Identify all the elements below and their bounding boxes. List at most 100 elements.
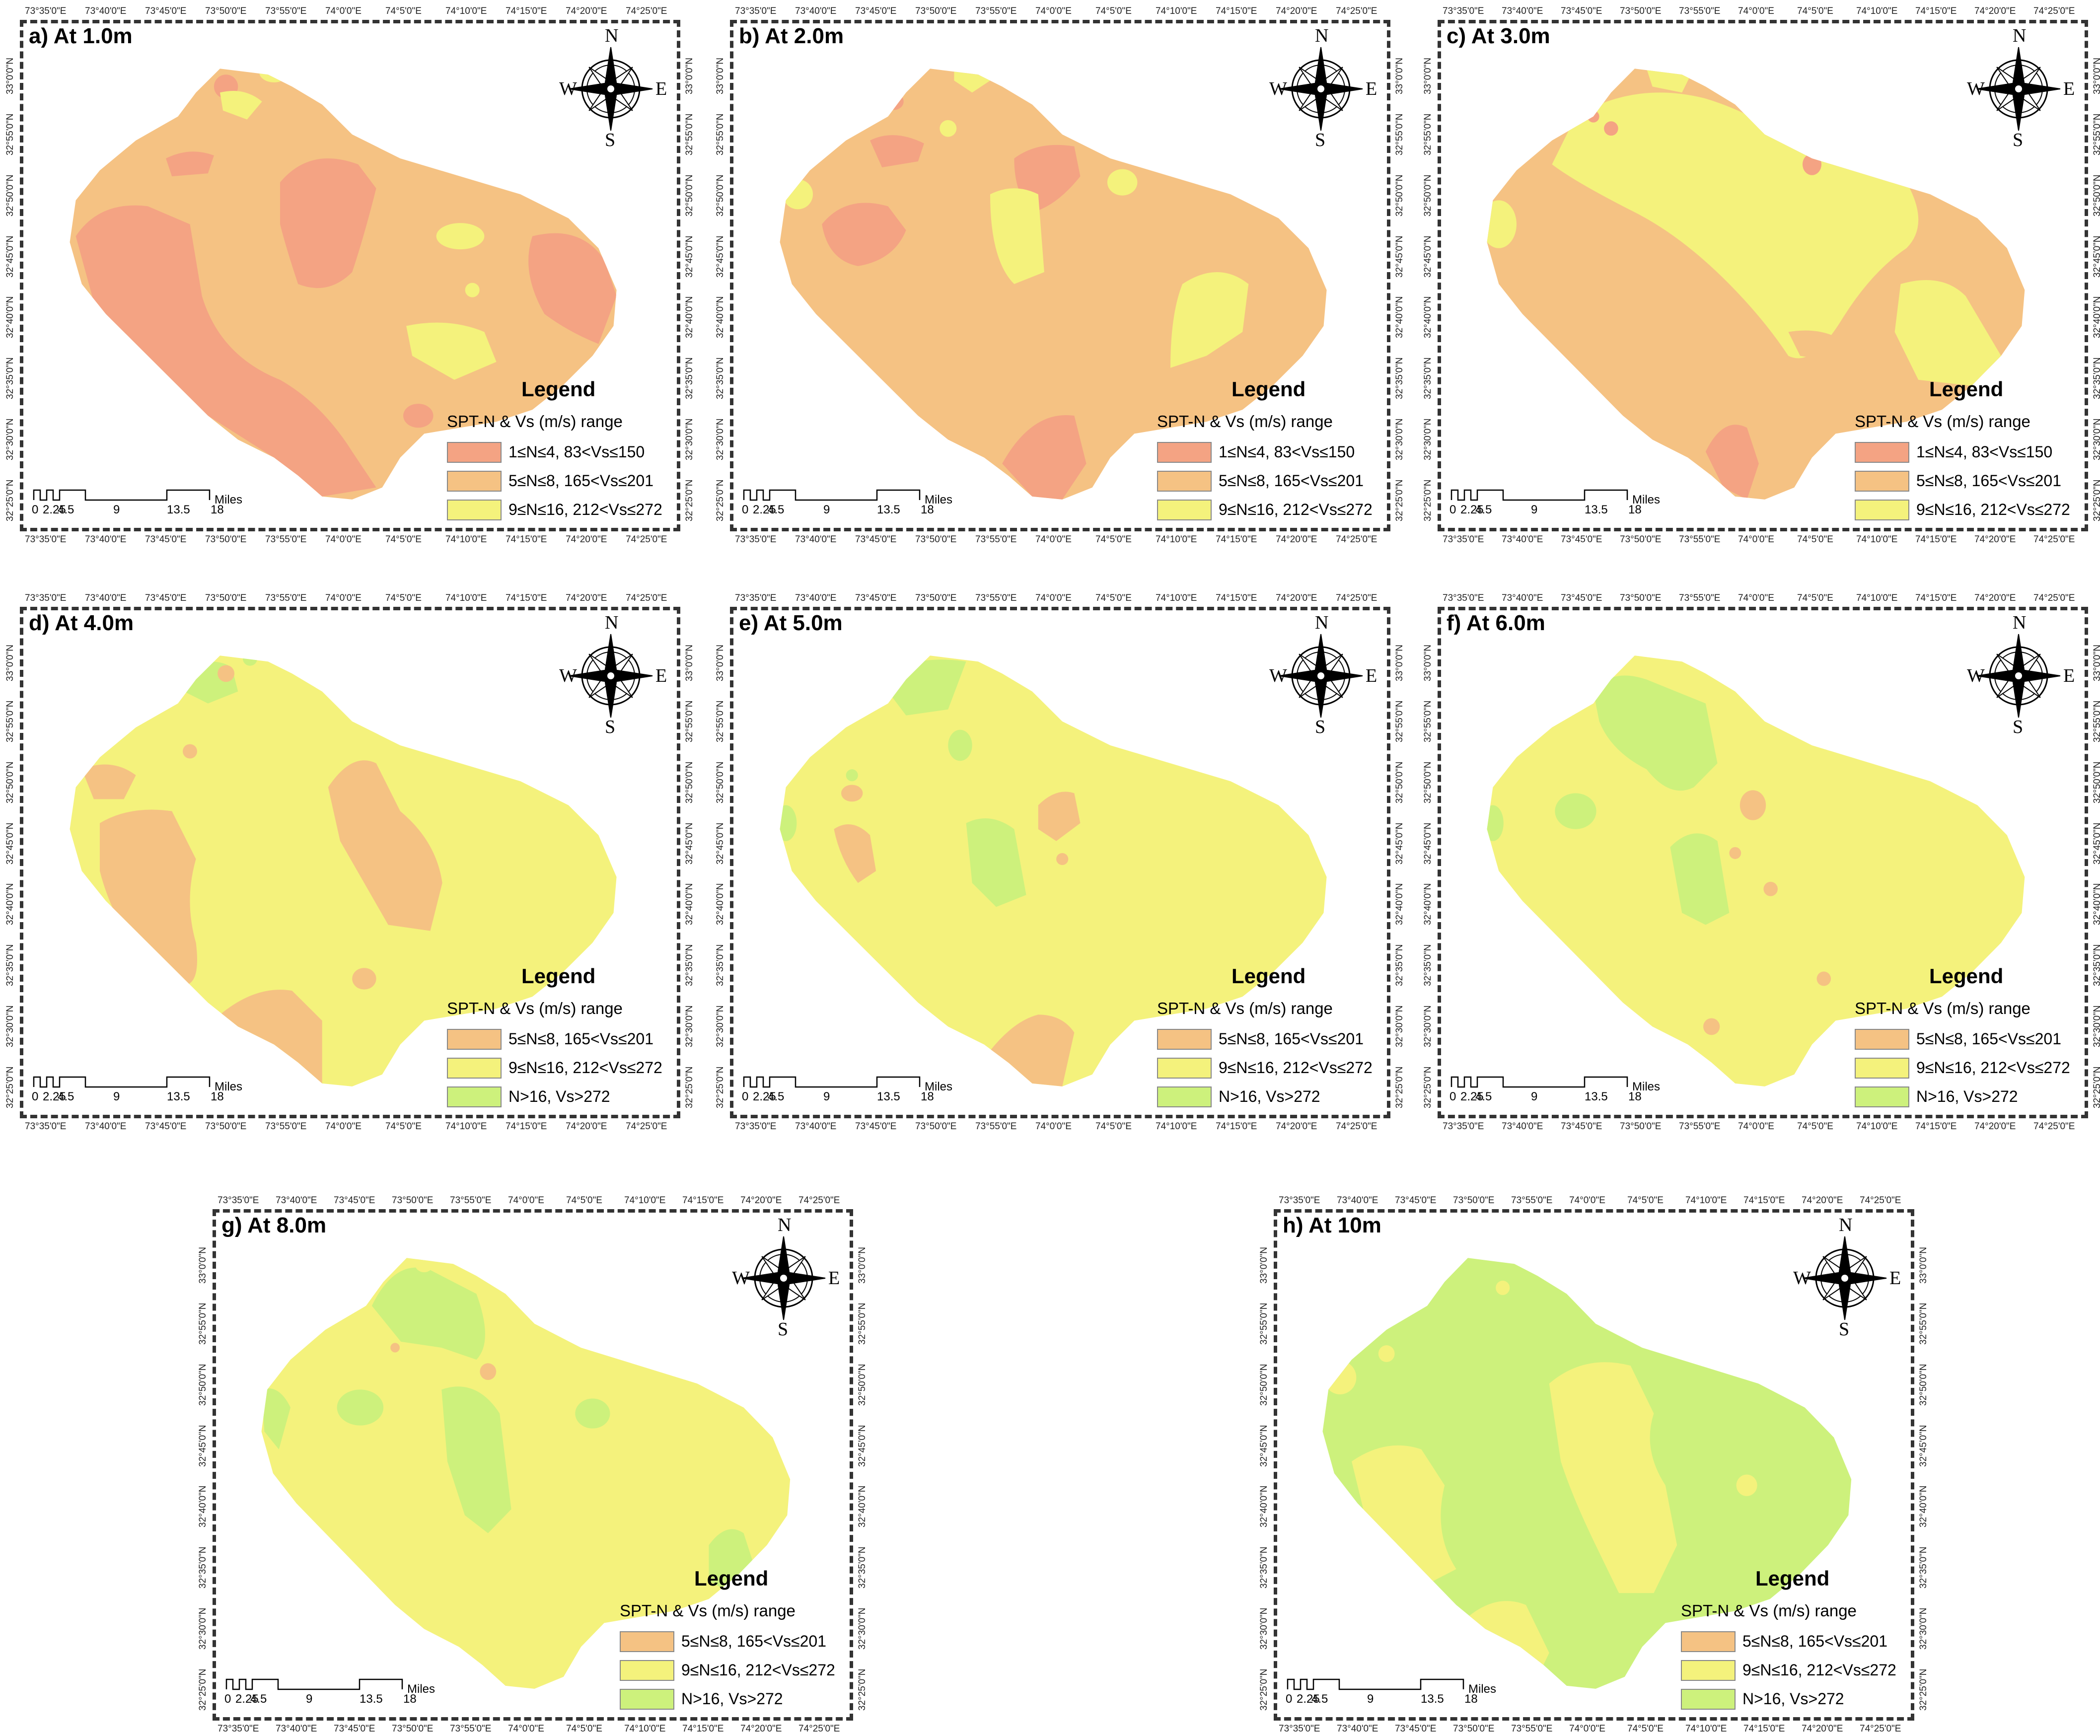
longitude-tick-label: 73°50'0"E [392,1724,434,1734]
north-arrow-compass: N S W E [556,612,667,738]
longitude-tick-label: 73°45'0"E [145,6,187,16]
legend-swatch [1855,500,1909,520]
zone-patch-c4 [441,1386,511,1533]
longitude-tick-label: 74°25'0"E [626,593,667,603]
compass-e-label: E [1889,1268,1901,1289]
legend-item-c2: 5≤N≤8, 165<Vs≤201 [620,1631,848,1653]
latitude-tick-label: 32°50'0"N [1918,1364,1929,1406]
latitude-tick-label: 32°30'0"N [1394,1005,1405,1048]
district-map [70,655,617,1086]
latitude-tick-label: 32°35'0"N [715,357,725,400]
compass-n-label: N [1315,612,1329,633]
legend-label: 5≤N≤8, 165<Vs≤201 [508,1030,653,1048]
longitude-tick-label: 74°15'0"E [506,593,547,603]
compass-n-label: N [605,25,619,46]
legend-swatch [447,1029,502,1050]
zone-patch-c1 [1587,110,1599,123]
longitude-tick-label: 73°55'0"E [1679,1121,1721,1132]
zone-patch-c3 [1736,1474,1757,1496]
longitude-tick-label: 74°20'0"E [740,1724,782,1734]
longitude-tick-label: 73°50'0"E [1453,1195,1495,1206]
zone-patch-c1 [166,151,214,177]
zone-patch-c4 [1487,805,1504,841]
zone-patch-c2 [1763,881,1778,896]
scale-unit: Miles [407,1682,435,1696]
compass-n-label: N [1839,1215,1853,1235]
zone-patch-c4 [242,655,258,666]
longitude-tick-label: 74°25'0"E [1336,593,1377,603]
latitude-tick-label: 32°45'0"N [684,822,695,865]
longitude-tick-label: 73°40'0"E [85,593,127,603]
zone-patch-c2 [1729,847,1741,859]
zone-patch-c2 [182,744,198,759]
latitude-tick-label: 32°45'0"N [857,1425,868,1467]
latitude-tick-label: 32°25'0"N [1394,1066,1405,1108]
longitude-tick-label: 74°5'0"E [1095,6,1132,16]
longitude-tick-label: 73°35'0"E [217,1195,259,1206]
zone-patch-c3 [259,69,290,82]
latitude-tick-label: 32°25'0"N [5,1066,15,1108]
map-panel-b: 73°35'0"E 73°40'0"E 73°45'0"E 73°50'0"E 73°5… [715,6,1405,545]
scale-unit: Miles [925,1080,953,1093]
zone-patch-c3 [783,179,813,210]
longitude-tick-label: 74°15'0"E [1216,1121,1257,1132]
map-legend: Legend SPT-N & Vs (m/s) range 5≤N≤8, 165<V… [1157,964,1385,1113]
longitude-tick-label: 73°50'0"E [392,1195,434,1206]
latitude-tick-label: 32°35'0"N [684,357,695,400]
latitude-tick-label: 32°45'0"N [1918,1425,1929,1467]
scale-bar: 0 2.25 4.5 9 13.5 18 Miles [1449,484,1708,519]
compass-n-label: N [778,1215,792,1235]
latitude-tick-label: 32°30'0"N [715,1005,725,1048]
longitude-tick-label: 73°35'0"E [1443,1121,1484,1132]
zone-patch-c3 [1894,280,2001,386]
scale-bar-graphic [743,489,921,501]
longitude-tick-label: 74°10'0"E [1156,593,1197,603]
scale-bar-graphic [33,489,211,501]
latitude-tick-label: 32°25'0"N [715,479,725,521]
longitude-tick-label: 74°20'0"E [1974,534,2016,545]
longitude-tick-label: 74°20'0"E [1974,1121,2016,1132]
legend-subtitle: SPT-N & Vs (m/s) range [1681,1601,1857,1620]
longitude-tick-label: 74°20'0"E [1802,1724,1843,1734]
zone-patch-c2 [1816,971,1831,986]
longitude-tick-label: 73°40'0"E [276,1195,317,1206]
longitude-tick-label: 73°55'0"E [975,1121,1017,1132]
legend-subtitle: SPT-N & Vs (m/s) range [1855,412,2030,431]
zone-patch-c3 [1572,1447,1596,1464]
longitude-tick-label: 74°25'0"E [626,1121,667,1132]
latitude-tick-label: 32°30'0"N [1918,1607,1929,1650]
scale-label: 4.5 [768,503,785,516]
longitude-tick-label: 74°20'0"E [566,1121,607,1132]
longitude-tick-label: 73°55'0"E [265,534,307,545]
zone-patch-c3 [1496,1281,1510,1295]
zone-patch-c1 [1604,121,1618,136]
scale-label: 13.5 [360,1692,383,1706]
map-legend: Legend SPT-N & Vs (m/s) range 5≤N≤8, 165<V… [1855,964,2083,1113]
legend-label: 1≤N≤4, 83<Vs≤150 [508,443,645,461]
scale-label: 18 [1628,1090,1642,1103]
scale-label: 13.5 [167,503,190,516]
compass-w-label: W [1793,1268,1811,1289]
legend-swatch [447,1058,502,1079]
zone-patch-c2 [1038,792,1081,841]
legend-title: Legend [1929,964,2004,988]
compass-rose-icon [569,47,653,131]
legend-item-c2: 5≤N≤8, 165<Vs≤201 [1681,1631,1909,1653]
district-map [261,1258,791,1689]
longitude-tick-label: 73°55'0"E [450,1195,492,1206]
latitude-tick-label: 32°50'0"N [1259,1364,1269,1406]
longitude-tick-label: 74°15'0"E [1915,534,1957,545]
scale-label: 4.5 [1475,503,1492,516]
longitude-tick-label: 73°40'0"E [1337,1724,1378,1734]
legend-item-c4: N>16, Vs>272 [1681,1689,1909,1711]
latitude-tick-label: 32°25'0"N [684,1066,695,1108]
latitude-tick-label: 32°45'0"N [2092,235,2100,278]
scale-label: 0 [32,503,39,516]
compass-s-label: S [1315,130,1326,150]
scale-unit: Miles [215,493,243,506]
latitude-tick-label: 32°25'0"N [1918,1668,1929,1711]
longitude-tick-label: 74°5'0"E [385,6,422,16]
legend-item-c3: 9≤N≤16, 212<Vs≤272 [447,1058,675,1080]
longitude-tick-label: 73°40'0"E [1502,534,1543,545]
compass-s-label: S [605,717,616,737]
